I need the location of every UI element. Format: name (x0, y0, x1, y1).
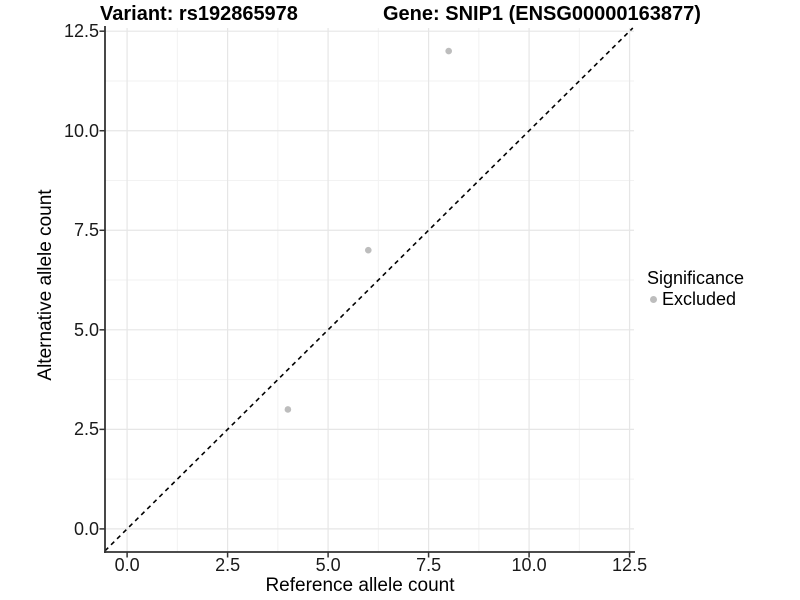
x-axis-title: Reference allele count (265, 575, 455, 596)
x-tick-label: 5.0 (315, 555, 341, 575)
data-point (445, 47, 452, 55)
y-tick-label: 10.0 (63, 120, 99, 141)
x-tick-label: 12.5 (612, 555, 648, 575)
data-point (284, 406, 292, 413)
plot-title-variant: Variant: rs192865978 (100, 3, 298, 25)
y-tick-label: 12.5 (63, 21, 99, 42)
legend: Significance Excluded (647, 268, 744, 310)
x-tick-label: 7.5 (416, 555, 442, 575)
legend-title: Significance (647, 268, 745, 288)
y-tick-label: 0.0 (73, 518, 99, 539)
x-tick-label: 10.0 (511, 555, 547, 575)
data-point (364, 246, 372, 254)
legend-item-excluded: Excluded (647, 289, 744, 310)
legend-point-icon (650, 296, 657, 303)
x-tick-label: 0.0 (114, 555, 140, 575)
plot-title-gene: Gene: SNIP1 (ENSG00000163877) (383, 3, 701, 25)
y-tick-label: 7.5 (73, 220, 99, 241)
y-tick-label: 2.5 (73, 419, 99, 440)
x-tick-label: 2.5 (215, 555, 241, 575)
y-tick-label: 5.0 (73, 319, 99, 340)
identity-reference-line (104, 27, 634, 552)
y-axis-title: Alternative allele count (35, 189, 56, 381)
legend-item-label: Excluded (662, 289, 737, 309)
